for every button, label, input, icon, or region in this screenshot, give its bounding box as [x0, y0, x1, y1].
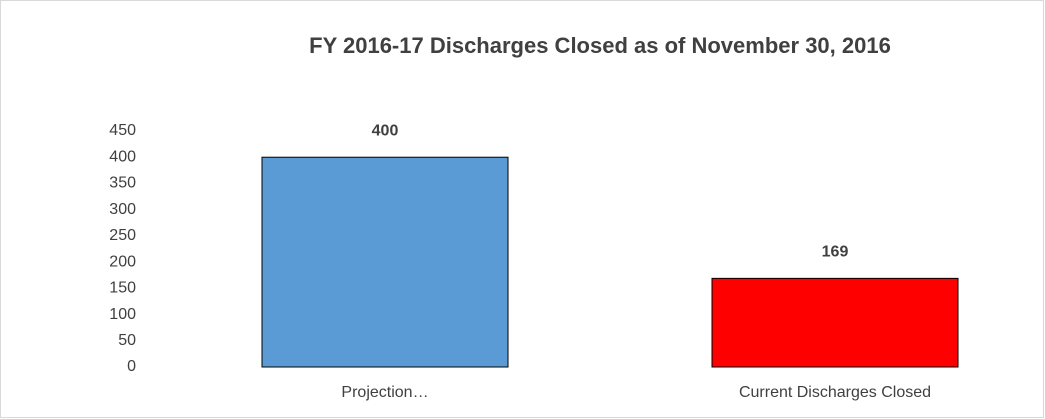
- y-tick-label: 0: [127, 358, 136, 375]
- x-tick-label: Current Discharges Closed: [739, 384, 931, 401]
- bar: [711, 277, 959, 368]
- data-label: 400: [372, 122, 399, 139]
- y-tick-label: 350: [109, 175, 136, 192]
- chart-title: FY 2016-17 Discharges Closed as of Novem…: [309, 33, 891, 58]
- y-tick-label: 400: [109, 148, 136, 165]
- y-tick-label: 50: [118, 332, 136, 349]
- data-label: 169: [822, 244, 849, 261]
- bar: [261, 156, 509, 368]
- y-tick-label: 250: [109, 227, 136, 244]
- y-tick-label: 450: [109, 122, 136, 139]
- y-tick-label: 200: [109, 253, 136, 270]
- y-tick-label: 100: [109, 306, 136, 323]
- x-tick-label: Projection…: [341, 384, 428, 401]
- y-tick-label: 150: [109, 280, 136, 297]
- y-tick-label: 300: [109, 201, 136, 218]
